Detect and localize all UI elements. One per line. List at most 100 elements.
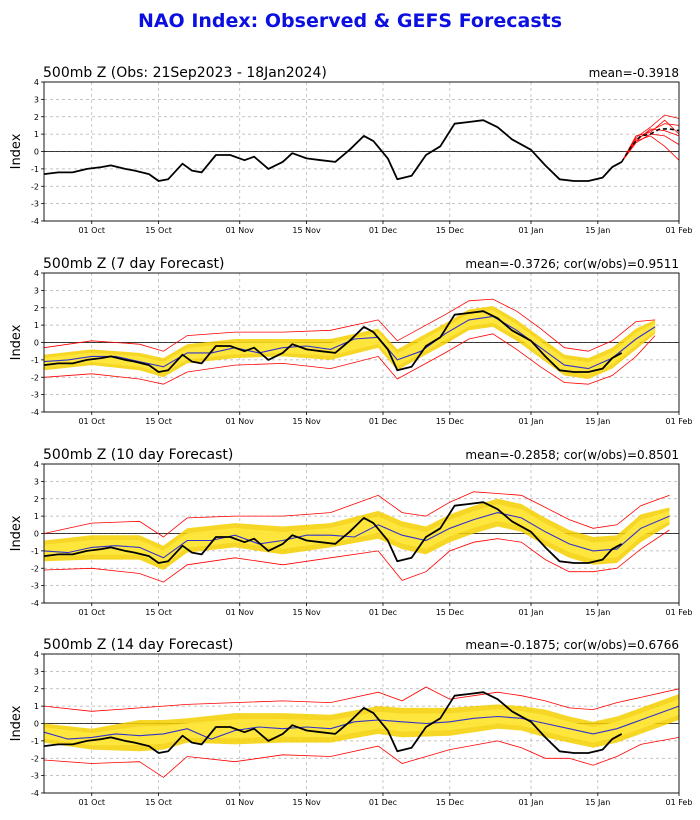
y-tick-label: 2 [34,113,39,122]
y-tick-label: 3 [34,95,39,104]
panel-stats: mean=-0.3918 [589,66,679,80]
y-tick-label: -1 [31,547,39,556]
x-tick-label: 01 Dec [369,226,397,235]
mean-forecast-line [621,128,680,163]
x-tick-label: 01 Dec [369,798,397,807]
x-tick-label: 01 Nov [226,798,255,807]
x-tick-label: 01 Jan [518,417,543,426]
x-tick-label: 01 Jan [518,608,543,617]
ensemble-line [43,298,656,352]
y-tick-label: 1 [34,321,39,330]
observed-line [43,310,623,373]
y-tick-label: 4 [34,460,39,469]
panel-title: 500mb Z (10 day Forecast) [43,447,233,463]
y-axis-label: Index [9,705,24,741]
y-tick-label: 1 [34,702,39,711]
y-tick-label: 3 [34,286,39,295]
x-tick-label: 01 Oct [78,417,105,426]
x-tick-label: 15 Jan [585,798,610,807]
y-tick-label: -2 [31,564,39,573]
x-tick-label: 15 Dec [436,608,464,617]
x-tick-label: 01 Oct [78,798,105,807]
x-tick-label: 01 Feb [666,417,693,426]
x-tick-label: 01 Oct [78,226,105,235]
mean-forecast-line [43,705,680,740]
x-tick-label: 01 Nov [226,226,255,235]
spread-band-inner [44,504,670,566]
y-tick-label: -3 [31,200,39,209]
y-tick-label: 2 [34,304,39,313]
y-tick-label: 4 [34,78,39,87]
plot-frame [43,81,680,222]
ensemble-line [43,491,670,538]
y-tick-label: 4 [34,650,39,659]
panel-stats: mean=-0.1875; cor(w/obs)=0.6766 [465,638,679,652]
x-tick-label: 15 Nov [292,417,321,426]
x-tick-label: 01 Dec [369,608,397,617]
plot-frame [43,653,680,794]
x-tick-label: 01 Feb [666,798,693,807]
x-tick-label: 01 Jan [518,226,543,235]
observed-line [43,119,623,182]
y-tick-label: 0 [34,720,39,729]
y-tick-label: -4 [31,599,39,608]
ensemble-line [43,686,680,712]
y-tick-label: 3 [34,477,39,486]
x-tick-label: 15 Oct [145,798,172,807]
x-tick-label: 01 Nov [226,608,255,617]
spread-band-inner [44,699,679,746]
x-tick-label: 15 Nov [292,226,321,235]
x-tick-label: 15 Nov [292,798,321,807]
plot-frame [43,463,680,604]
x-tick-label: 01 Feb [666,226,693,235]
x-tick-label: 15 Jan [585,226,610,235]
y-tick-label: -3 [31,772,39,781]
panel-3: 500mb Z (10 day Forecast) mean=-0.2858; c… [9,447,692,617]
ensemble-line [621,128,680,163]
x-tick-label: 15 Oct [145,608,172,617]
panel-4: 500mb Z (14 day Forecast) mean=-0.1875; c… [9,637,692,807]
y-tick-label: -2 [31,754,39,763]
y-tick-label: 0 [34,530,39,539]
y-tick-label: 2 [34,685,39,694]
y-tick-label: -2 [31,182,39,191]
panel-stats: mean=-0.2858; cor(w/obs)=0.8501 [465,448,679,462]
ensemble-line [621,114,680,163]
x-tick-label: 01 Jan [518,798,543,807]
y-axis-label: Index [9,324,24,360]
page-title: NAO Index: Observed & GEFS Forecasts [137,10,563,32]
y-tick-label: -3 [31,582,39,591]
observed-line [43,691,623,754]
x-tick-label: 15 Nov [292,608,321,617]
mean-forecast-line [43,315,656,370]
y-tick-label: -4 [31,408,39,417]
x-tick-label: 15 Oct [145,226,172,235]
x-tick-label: 01 Nov [226,417,255,426]
x-tick-label: 01 Dec [369,417,397,426]
x-tick-label: 15 Oct [145,417,172,426]
panel-1: 500mb Z (Obs: 21Sep2023 - 18Jan2024) mean… [9,65,692,235]
ensemble-line [43,737,680,778]
y-tick-label: 3 [34,667,39,676]
mean-forecast-line [43,512,670,559]
panel-title: 500mb Z (7 day Forecast) [43,256,224,272]
x-tick-label: 15 Dec [436,226,464,235]
x-tick-label: 15 Dec [436,417,464,426]
ensemble-line [43,529,670,583]
panel-title: 500mb Z (14 day Forecast) [43,637,233,653]
y-tick-label: -2 [31,373,39,382]
plot-frame [43,272,680,413]
observed-line [43,501,623,564]
spread-band-inner [44,310,656,375]
y-tick-label: -1 [31,356,39,365]
y-tick-label: -1 [31,165,39,174]
y-tick-label: 2 [34,495,39,504]
panel-stats: mean=-0.3726; cor(w/obs)=0.9511 [465,257,679,271]
y-axis-label: Index [9,133,24,169]
x-tick-label: 15 Dec [436,798,464,807]
y-tick-label: 4 [34,269,39,278]
y-tick-label: 0 [34,339,39,348]
x-tick-label: 15 Jan [585,608,610,617]
y-axis-label: Index [9,515,24,551]
